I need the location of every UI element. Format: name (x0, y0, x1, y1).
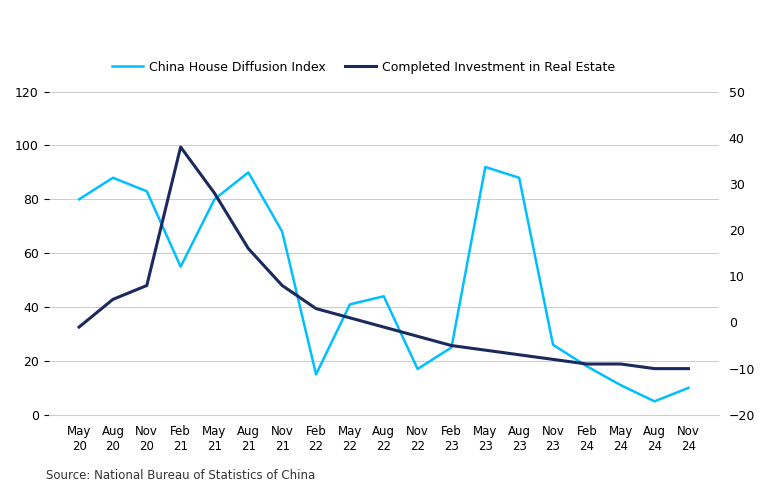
China House Diffusion Index (311, 372, 320, 377)
Completed Investment in Real Estate (345, 315, 354, 321)
China House Diffusion Index (447, 344, 456, 350)
Completed Investment in Real Estate (582, 361, 591, 367)
Completed Investment in Real Estate (480, 347, 490, 353)
Completed Investment in Real Estate (447, 343, 456, 349)
China House Diffusion Index (210, 196, 219, 202)
China House Diffusion Index (109, 175, 118, 181)
Completed Investment in Real Estate (142, 282, 152, 288)
Completed Investment in Real Estate (616, 361, 625, 367)
Completed Investment in Real Estate (311, 306, 320, 312)
China House Diffusion Index (684, 385, 693, 391)
Legend: China House Diffusion Index, Completed Investment in Real Estate: China House Diffusion Index, Completed I… (107, 56, 621, 79)
Completed Investment in Real Estate (277, 282, 286, 288)
China House Diffusion Index (582, 363, 591, 369)
China House Diffusion Index (413, 366, 422, 372)
Completed Investment in Real Estate (413, 334, 422, 339)
Completed Investment in Real Estate (244, 245, 253, 251)
China House Diffusion Index (277, 229, 286, 235)
Completed Investment in Real Estate (210, 190, 219, 196)
Completed Investment in Real Estate (650, 366, 659, 372)
China House Diffusion Index (345, 301, 354, 307)
China House Diffusion Index (480, 164, 490, 170)
Text: Source: National Bureau of Statistics of China: Source: National Bureau of Statistics of… (46, 469, 316, 482)
China House Diffusion Index (650, 398, 659, 404)
China House Diffusion Index (616, 382, 625, 388)
China House Diffusion Index (142, 188, 152, 194)
China House Diffusion Index (75, 196, 84, 202)
China House Diffusion Index (176, 264, 186, 270)
Completed Investment in Real Estate (75, 324, 84, 330)
China House Diffusion Index (548, 342, 557, 348)
China House Diffusion Index (244, 169, 253, 175)
Line: China House Diffusion Index: China House Diffusion Index (79, 167, 688, 401)
China House Diffusion Index (379, 293, 388, 299)
Completed Investment in Real Estate (514, 352, 524, 357)
China House Diffusion Index (514, 175, 524, 181)
Completed Investment in Real Estate (684, 366, 693, 372)
Line: Completed Investment in Real Estate: Completed Investment in Real Estate (79, 147, 688, 369)
Completed Investment in Real Estate (548, 356, 557, 362)
Completed Investment in Real Estate (379, 324, 388, 330)
Completed Investment in Real Estate (176, 144, 186, 150)
Completed Investment in Real Estate (109, 297, 118, 302)
